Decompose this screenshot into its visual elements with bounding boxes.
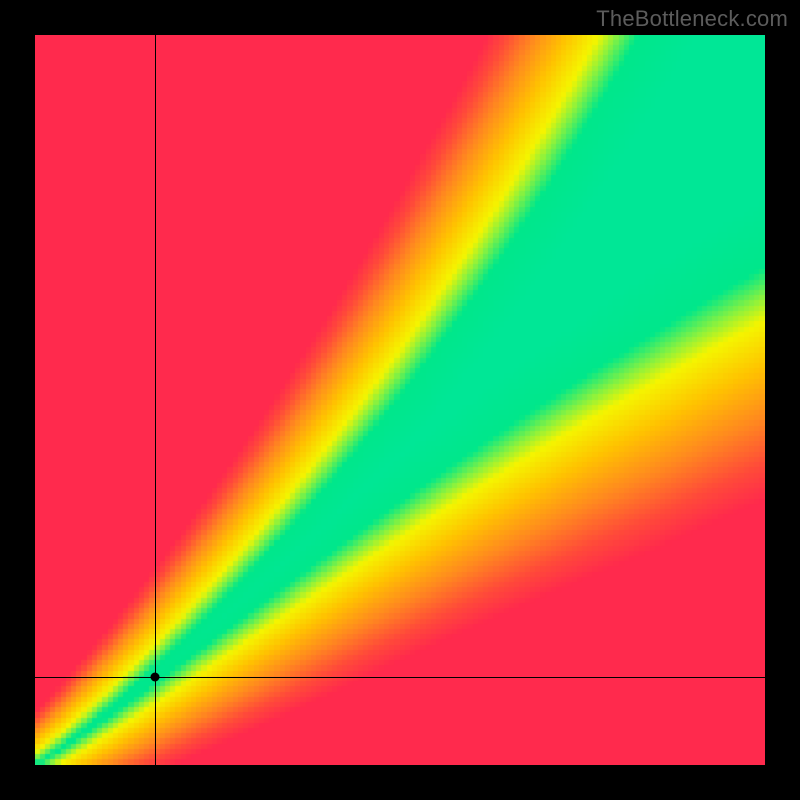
chart-container: TheBottleneck.com [0, 0, 800, 800]
watermark-text: TheBottleneck.com [596, 6, 788, 32]
heatmap-plot [35, 35, 765, 765]
heatmap-canvas [35, 35, 765, 765]
